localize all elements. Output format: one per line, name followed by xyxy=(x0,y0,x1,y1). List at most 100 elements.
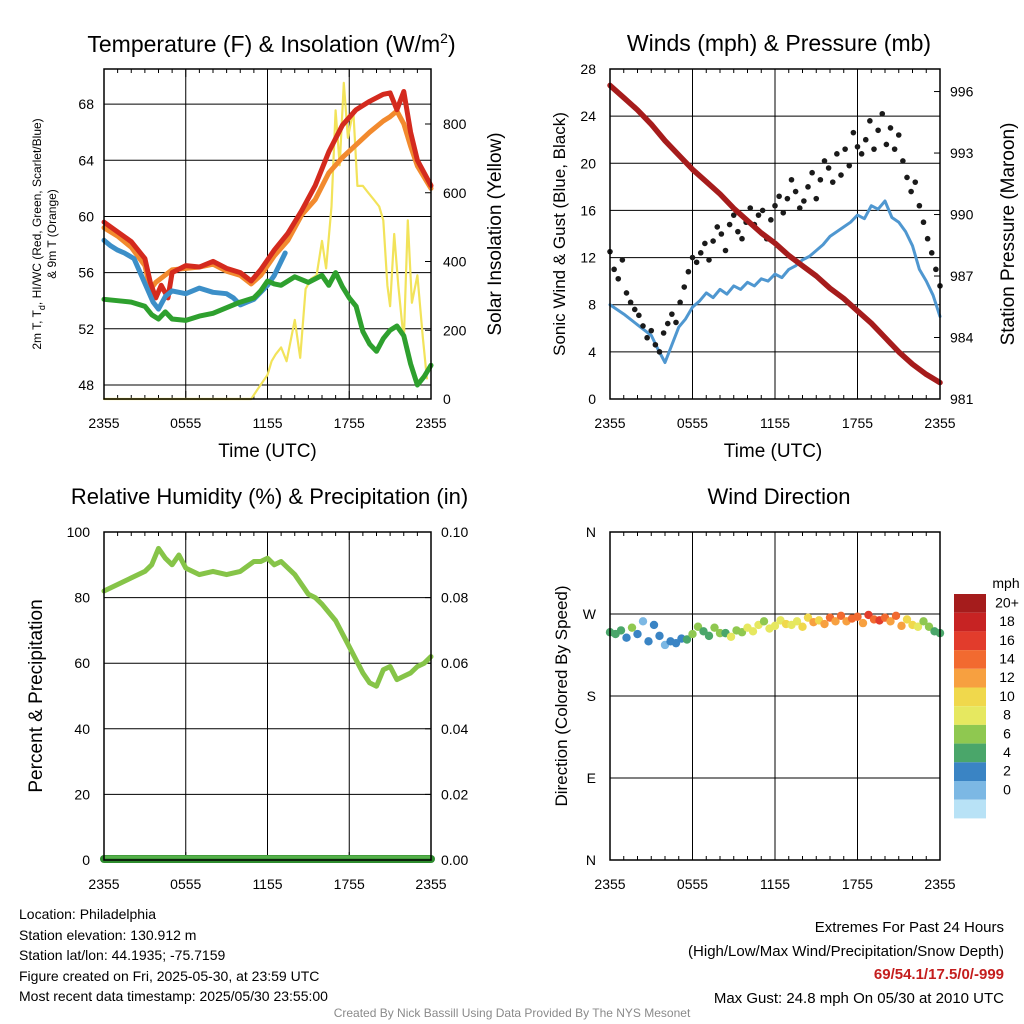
gust-point xyxy=(652,341,659,348)
direction-point xyxy=(798,622,807,631)
y-axis-label-part: 2m T, T xyxy=(30,309,44,349)
y2-axis-label: Station Pressure (Maroon) xyxy=(998,123,1019,346)
x-tick-label: 1755 xyxy=(334,415,365,431)
gust-point xyxy=(615,275,622,282)
gust-point xyxy=(697,250,704,256)
gust-point xyxy=(644,334,650,341)
winds-panel: 2355 0555 1155 1755 2355 0 4 8 12 16 20 24 28 981 984 9… xyxy=(550,30,1019,462)
y-axis-label: 2m T, Td, HI/WC (Red, Green, Scarlet/Blu… xyxy=(30,118,47,349)
chart-title-sup: 2 xyxy=(440,30,448,46)
gust-point xyxy=(895,132,902,138)
y-axis-label-line2: & 9m T (Orange) xyxy=(45,189,59,279)
legend-swatch xyxy=(954,762,986,781)
plot-frame xyxy=(103,68,432,400)
y-tick-label: 16 xyxy=(580,202,596,218)
y-axis-label-part: , HI/WC (Red, Green, Scarlet/Blue) xyxy=(30,118,44,305)
chart-title: Wind Direction xyxy=(707,484,850,509)
chart-title-end: ) xyxy=(448,31,456,57)
direction-point xyxy=(836,611,846,621)
y-tick-label: 4 xyxy=(588,344,596,360)
gust-point xyxy=(928,250,935,256)
gust-point xyxy=(739,235,745,242)
y-tick-label: 80 xyxy=(74,590,90,606)
y2-tick-label: 0.04 xyxy=(441,721,468,737)
pressure-line xyxy=(607,82,943,386)
legend-label: 10 xyxy=(999,688,1015,704)
direction-point xyxy=(633,629,642,639)
y-tick-label: 40 xyxy=(74,721,90,737)
gust-point xyxy=(648,327,655,334)
gust-point xyxy=(834,151,840,157)
y-tick-label: 0 xyxy=(82,852,90,868)
y-tick-label: 64 xyxy=(78,152,94,168)
legend-swatch xyxy=(954,594,986,613)
y2-tick-label: 400 xyxy=(443,254,467,270)
direction-point xyxy=(616,626,626,635)
gust-point xyxy=(656,349,663,355)
gust-point xyxy=(891,146,898,152)
legend-swatch xyxy=(954,687,986,707)
direction-point xyxy=(858,618,868,628)
y2-tick-label: 0.00 xyxy=(441,852,468,868)
y2-tick-label: 984 xyxy=(950,330,974,346)
gust-point xyxy=(920,219,927,226)
legend-label: 14 xyxy=(999,650,1015,666)
legend-swatch xyxy=(954,631,986,651)
y-tick-label: 28 xyxy=(580,61,596,77)
y2-tick-label: 600 xyxy=(443,185,467,201)
direction-point xyxy=(688,629,697,639)
y2-tick-label: 0.02 xyxy=(441,786,468,802)
station-info: Location: Philadelphia Station elevation… xyxy=(19,904,328,1007)
gust-point xyxy=(817,176,824,183)
legend-swatch xyxy=(954,799,986,819)
direction-point xyxy=(792,617,802,626)
x-tick-label: 0555 xyxy=(677,876,708,892)
max-gust: Max Gust: 24.8 mph On 05/30 at 2010 UTC xyxy=(713,989,1004,1007)
gust-point xyxy=(862,136,869,143)
gust-point xyxy=(718,231,725,237)
gust-point xyxy=(912,179,919,185)
gust-point xyxy=(801,198,807,204)
y-tick-label: 12 xyxy=(580,250,596,266)
gust-point xyxy=(784,195,791,202)
direction-point xyxy=(759,617,769,626)
direction-point xyxy=(886,617,895,626)
direction-point xyxy=(622,633,631,642)
gust-point xyxy=(867,118,873,124)
gust-point xyxy=(677,299,683,306)
y-tick-label: 68 xyxy=(78,96,94,112)
gust-point xyxy=(714,224,721,230)
gust-point xyxy=(623,290,630,296)
legend-swatch xyxy=(954,781,986,800)
x-tick-label: 2355 xyxy=(88,876,119,892)
plot-frame xyxy=(103,531,432,861)
legend-swatch xyxy=(954,706,986,725)
x-tick-label: 0555 xyxy=(677,415,708,431)
legend-swatch xyxy=(954,743,986,763)
station-elevation: Station elevation: 130.912 m xyxy=(19,926,197,943)
x-tick-label: 1155 xyxy=(252,415,282,431)
gust-point xyxy=(933,266,939,273)
temperature-series-line xyxy=(101,89,434,301)
gust-point xyxy=(780,209,787,216)
gust-point xyxy=(693,259,700,266)
gust-point xyxy=(681,284,688,290)
gust-point xyxy=(768,217,774,223)
legend-label: 12 xyxy=(999,669,1015,685)
gust-point xyxy=(730,212,737,218)
y-axis-label: Sonic Wind & Gust (Blue, Black) xyxy=(550,112,569,356)
gust-point xyxy=(796,205,803,211)
direction-point xyxy=(913,622,923,631)
y-axis-label-sub: d xyxy=(37,305,47,310)
y2-tick-label: 987 xyxy=(950,268,974,284)
y2-axis-label: Solar Insolation (Yellow) xyxy=(485,132,506,335)
x-tick-label: 2355 xyxy=(415,415,446,431)
direction-point xyxy=(919,617,928,626)
direction-point xyxy=(638,617,648,626)
y-tick-label: 20 xyxy=(74,786,90,802)
x-tick-label: 2355 xyxy=(924,876,955,892)
legend-label: 2 xyxy=(1003,763,1011,779)
gust-point xyxy=(660,330,667,336)
legend-swatch xyxy=(954,724,986,744)
extremes-values: 69/54.1/17.5/0/-999 xyxy=(873,966,1004,983)
